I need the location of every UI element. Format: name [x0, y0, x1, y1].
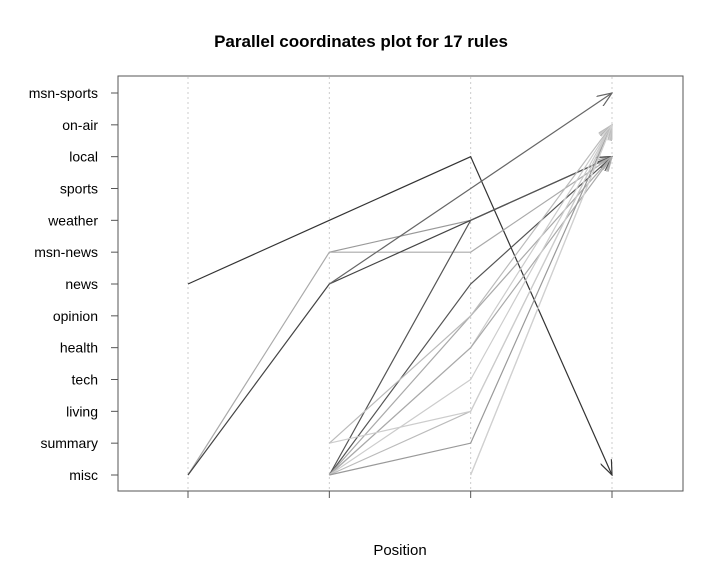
rule-line-13: [328, 125, 612, 444]
axis-layer: misc summary living tech health opinion news ms…: [29, 85, 613, 498]
y-tick-label-living: living: [66, 403, 98, 419]
rule-line-11: [328, 125, 612, 476]
y-tick-label-sports: sports: [60, 181, 98, 197]
y-tick-label-weather: weather: [47, 212, 98, 228]
y-tick-label-msn-sports: msn-sports: [29, 85, 98, 101]
y-tick-label-opinion: opinion: [53, 308, 98, 324]
y-tick-label-tech: tech: [72, 372, 98, 388]
rule-line-15: [329, 125, 612, 476]
rule-line-17: [470, 125, 612, 476]
rules-layer: [187, 93, 612, 476]
y-tick-label-health: health: [60, 340, 98, 356]
rule-line-1: [187, 155, 612, 475]
rule-line-5: [328, 93, 612, 285]
rule-line-6: [328, 157, 612, 476]
x-axis-label: Position: [373, 542, 426, 559]
y-tick-label-msn-news: msn-news: [34, 244, 98, 260]
y-tick-label-misc: misc: [69, 467, 98, 483]
y-tick-label-summary: summary: [40, 435, 98, 451]
y-tick-label-news: news: [65, 276, 98, 292]
y-tick-label-local: local: [69, 149, 98, 165]
plot-frame: [117, 75, 684, 492]
y-tick-label-on-air: on-air: [62, 117, 98, 133]
chart-title: Parallel coordinates plot for 17 rules: [214, 32, 508, 51]
rule-line-14: [329, 125, 612, 444]
